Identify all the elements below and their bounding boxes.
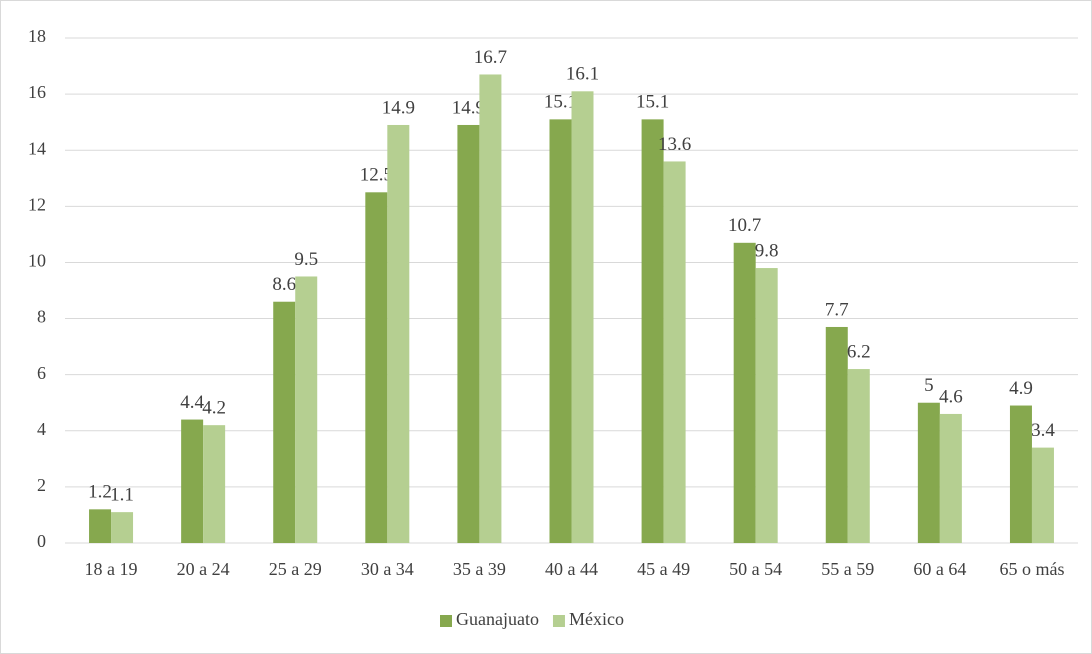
data-label: 8.6 bbox=[272, 274, 296, 295]
bar bbox=[1031, 447, 1054, 543]
y-tick-label: 4 bbox=[37, 419, 46, 439]
y-tick-label: 2 bbox=[37, 475, 46, 495]
y-tick-label: 10 bbox=[28, 251, 46, 271]
legend-swatch bbox=[440, 615, 452, 627]
bar bbox=[295, 276, 318, 543]
y-tick-label: 14 bbox=[28, 138, 46, 158]
bar bbox=[549, 119, 572, 543]
y-tick-label: 16 bbox=[28, 82, 46, 102]
x-tick-label: 40 a 44 bbox=[545, 559, 598, 579]
bar bbox=[1009, 405, 1032, 543]
x-tick-label: 20 a 24 bbox=[177, 559, 230, 579]
data-label: 4.9 bbox=[1009, 378, 1033, 399]
bar bbox=[181, 419, 204, 543]
bar bbox=[755, 268, 778, 543]
y-tick-label: 12 bbox=[28, 194, 46, 214]
bar bbox=[273, 301, 296, 543]
x-tick-label: 50 a 54 bbox=[729, 559, 782, 579]
bar bbox=[89, 509, 112, 543]
bar bbox=[663, 161, 686, 543]
data-label: 16.7 bbox=[474, 47, 507, 68]
bar bbox=[571, 91, 594, 544]
y-tick-label: 8 bbox=[37, 307, 46, 327]
data-label: 16.1 bbox=[566, 64, 599, 85]
legend-swatch bbox=[552, 615, 565, 627]
data-label: 13.6 bbox=[658, 134, 691, 155]
y-tick-label: 6 bbox=[37, 363, 46, 383]
bar bbox=[365, 192, 388, 544]
data-label: 9.8 bbox=[755, 240, 779, 261]
bar bbox=[825, 326, 848, 543]
data-label: 1.1 bbox=[110, 484, 134, 505]
y-tick-label: 18 bbox=[28, 26, 46, 46]
data-label: 6.2 bbox=[847, 341, 871, 362]
y-tick-label: 0 bbox=[37, 531, 46, 551]
x-tick-label: 45 a 49 bbox=[637, 559, 690, 579]
data-label: 15.1 bbox=[544, 92, 577, 113]
legend-label: Guanajuato bbox=[456, 609, 539, 629]
bar bbox=[939, 413, 962, 543]
legend-label: México bbox=[569, 609, 624, 629]
data-label: 9.5 bbox=[294, 249, 318, 270]
data-label: 10.7 bbox=[728, 215, 761, 236]
x-tick-label: 55 a 59 bbox=[821, 559, 874, 579]
bar bbox=[733, 242, 756, 544]
x-tick-label: 35 a 39 bbox=[453, 559, 506, 579]
data-label: 14.9 bbox=[452, 97, 485, 118]
bar bbox=[917, 402, 940, 543]
data-label: 5 bbox=[924, 375, 934, 396]
data-label: 15.1 bbox=[636, 92, 669, 113]
data-label: 4.4 bbox=[180, 392, 204, 413]
bar bbox=[847, 369, 870, 543]
data-label: 1.2 bbox=[88, 482, 112, 503]
x-tick-label: 18 a 19 bbox=[85, 559, 138, 579]
data-label: 4.2 bbox=[202, 398, 226, 419]
x-tick-label: 65 o más bbox=[999, 559, 1064, 579]
x-tick-label: 60 a 64 bbox=[913, 559, 966, 579]
bar bbox=[203, 425, 226, 543]
bar bbox=[479, 74, 502, 543]
x-tick-label: 30 a 34 bbox=[361, 559, 414, 579]
data-label: 7.7 bbox=[825, 299, 849, 320]
bar bbox=[641, 119, 664, 543]
bar bbox=[111, 512, 134, 543]
data-label: 12.5 bbox=[360, 165, 393, 186]
x-tick-label: 25 a 29 bbox=[269, 559, 322, 579]
data-label: 3.4 bbox=[1031, 420, 1055, 441]
data-label: 14.9 bbox=[382, 97, 415, 118]
bar bbox=[457, 124, 480, 543]
data-label: 4.6 bbox=[939, 386, 963, 407]
bar bbox=[387, 124, 410, 543]
